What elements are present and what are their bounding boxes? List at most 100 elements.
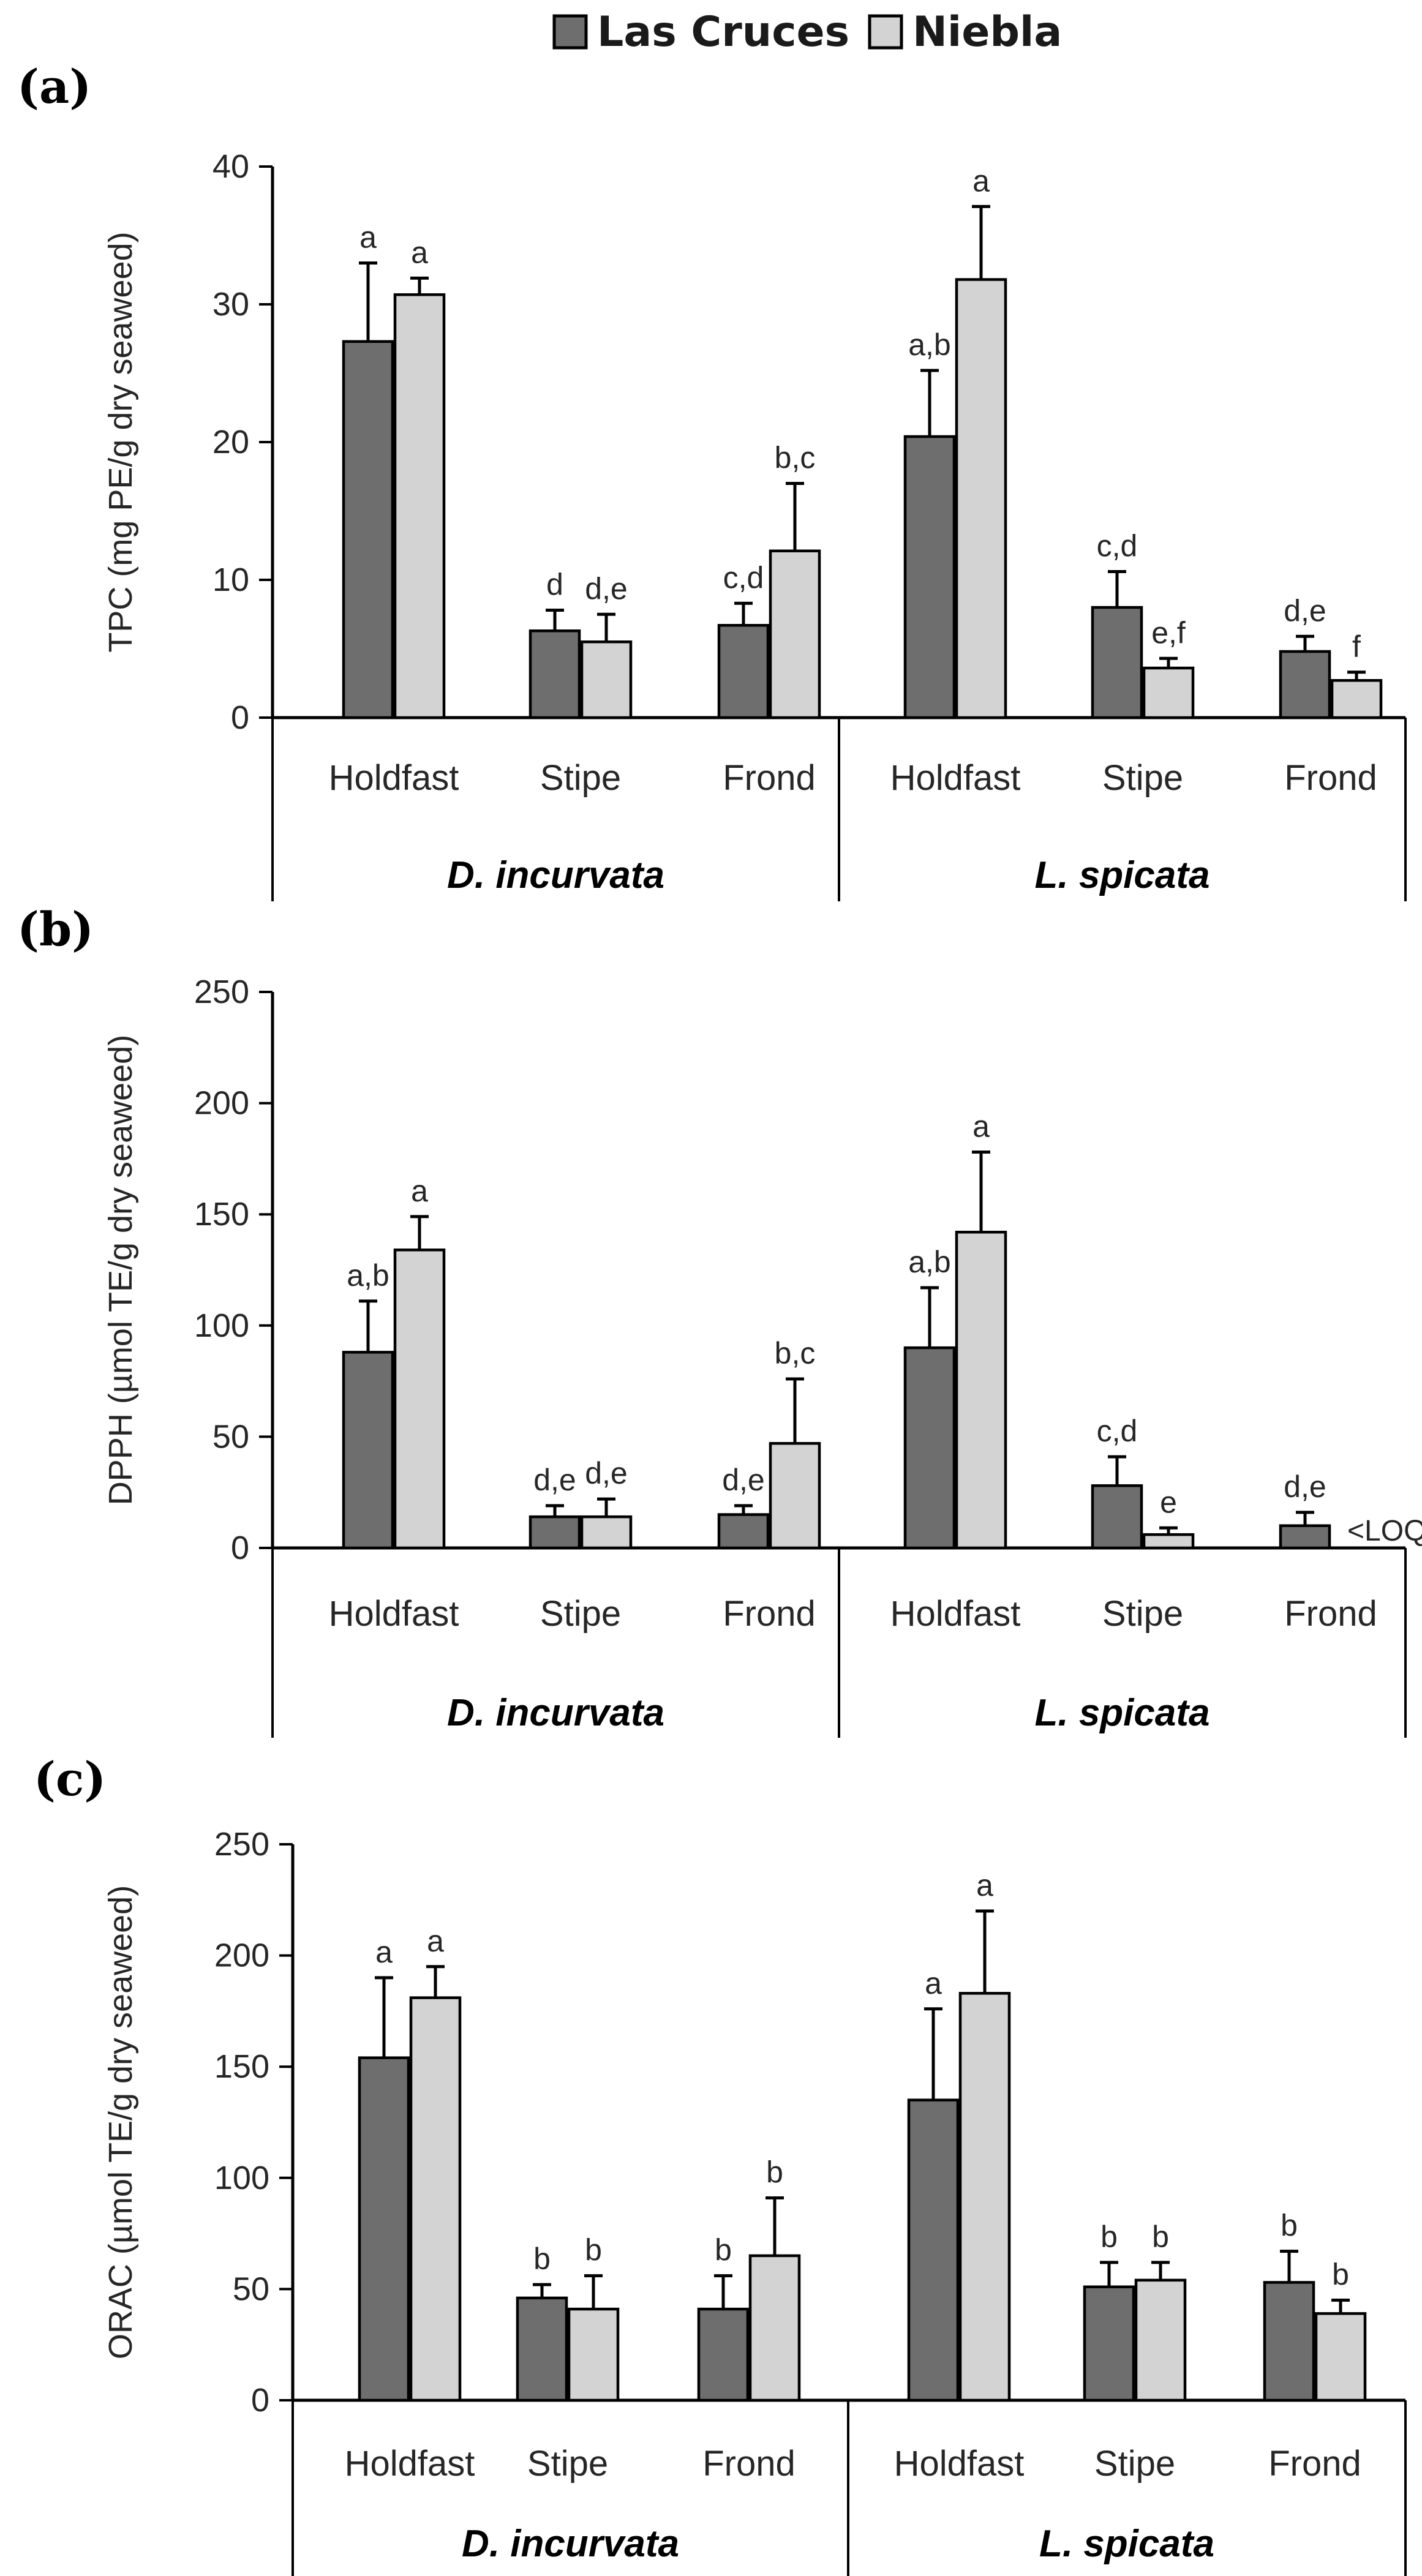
y-tick-label: 200: [214, 1937, 269, 1974]
data-label: e,f: [1151, 615, 1186, 650]
data-label: a: [976, 1868, 993, 1902]
y-axis-title: ORAC (µmol TE/g dry seaweed): [102, 1885, 139, 2359]
data-label: d,e: [585, 571, 628, 606]
bar-las-cruces-2: [717, 1513, 770, 1550]
x-tick-label-frond: Frond: [1284, 1594, 1377, 1634]
data-label: a: [411, 1174, 428, 1208]
x-tick-label-stipe: Stipe: [1094, 2444, 1175, 2484]
x-tick-label-holdfast: Holdfast: [894, 2444, 1025, 2484]
x-tick-label-stipe: Stipe: [540, 758, 621, 798]
data-label: a,b: [908, 1245, 951, 1279]
bar-niebla-1: [567, 2307, 620, 2402]
panel-label: (a): [17, 59, 91, 114]
group-label-0: D. incurvata: [462, 2523, 679, 2565]
data-label: a: [359, 220, 377, 255]
group-label-0: D. incurvata: [447, 854, 664, 896]
y-tick-label: 0: [231, 699, 249, 736]
bar-niebla-0: [393, 1249, 446, 1550]
legend-label-1: Niebla: [912, 8, 1062, 56]
bar-niebla-4: [1142, 1533, 1195, 1550]
bar-las-cruces-0: [342, 1351, 394, 1550]
data-label: a: [972, 163, 990, 198]
x-tick-label-frond: Frond: [702, 2444, 796, 2484]
data-label: a,b: [347, 1258, 389, 1293]
bar-niebla-1: [580, 640, 633, 719]
legend-label-0: Las Cruces: [597, 8, 849, 56]
data-label: a: [375, 1935, 393, 1969]
y-tick-label: 50: [233, 2270, 269, 2307]
data-label: a: [427, 1924, 444, 1958]
legend: Las Cruces Niebla: [552, 8, 1062, 56]
bar-las-cruces-3: [903, 1346, 956, 1550]
bar-niebla-3: [955, 278, 1007, 719]
y-axis-title: DPPH (µmol TE/g dry seaweed): [102, 1035, 139, 1505]
legend-swatch-1: [868, 14, 903, 50]
panel-label: (b): [17, 902, 94, 956]
y-tick-label: 200: [194, 1085, 249, 1122]
data-label: c,d: [723, 560, 764, 595]
bar-las-cruces-4: [1091, 1484, 1143, 1550]
y-tick-label: 250: [214, 1826, 269, 1863]
x-tick-label-holdfast: Holdfast: [345, 2444, 475, 2484]
y-tick-label: 0: [231, 1530, 249, 1566]
group-label-1: L. spicata: [1035, 1692, 1210, 1734]
panel-label: (c): [34, 1752, 106, 1806]
data-label: b,c: [775, 1336, 816, 1370]
panel-2: (c) 0 50 100 150 200 250 ORAC (µmol TE/g dry se…: [34, 1752, 1407, 2576]
x-tick-label-holdfast: Holdfast: [890, 1594, 1021, 1634]
group-label-1: L. spicata: [1039, 2523, 1214, 2565]
legend-swatch-0: [552, 14, 588, 50]
data-label: a: [925, 1966, 942, 2000]
bar-las-cruces-3: [903, 435, 956, 719]
group-label-0: D. incurvata: [447, 1692, 664, 1734]
chart-panels: (a) 0 10 20 30 40 TPC (mg PE/g dry seaweed) Hol…: [17, 59, 1422, 2576]
x-tick-label-stipe: Stipe: [527, 2444, 608, 2484]
data-label: a: [411, 235, 428, 269]
bar-niebla-2: [769, 549, 821, 719]
x-tick-label-stipe: Stipe: [1102, 758, 1183, 798]
data-label: c,d: [1097, 1414, 1138, 1448]
data-label: b: [1332, 2258, 1349, 2292]
data-label: d,e: [585, 1456, 628, 1490]
bar-las-cruces-0: [342, 340, 394, 719]
x-tick-label-holdfast: Holdfast: [890, 758, 1021, 798]
x-tick-label-frond: Frond: [1268, 2444, 1361, 2484]
x-tick-label-frond: Frond: [723, 758, 816, 798]
bar-las-cruces-4: [1091, 606, 1143, 719]
data-label: d,e: [1284, 593, 1326, 628]
data-label: b,c: [775, 441, 816, 475]
bar-las-cruces-3: [907, 2098, 960, 2402]
y-tick-label: 0: [251, 2382, 269, 2419]
bar-las-cruces-0: [358, 2056, 410, 2402]
data-label: d,e: [722, 1463, 765, 1497]
bar-niebla-5: [1330, 679, 1383, 719]
group-label-1: L. spicata: [1035, 854, 1210, 896]
y-tick-label: 100: [214, 2160, 269, 2196]
x-tick-label-frond: Frond: [1284, 758, 1377, 798]
x-tick-label-stipe: Stipe: [1102, 1594, 1183, 1634]
data-label: b: [1152, 2220, 1169, 2254]
x-tick-label-holdfast: Holdfast: [329, 1594, 459, 1634]
data-label: c,d: [1097, 529, 1138, 563]
panel-1: (b) 0 50 100 150 200 250 DPPH (µmol TE/g dry se…: [17, 902, 1422, 1738]
bar-niebla-4: [1134, 2278, 1187, 2402]
x-tick-label-stipe: Stipe: [540, 1594, 621, 1634]
bar-las-cruces-2: [697, 2307, 750, 2402]
bar-niebla-2: [769, 1442, 821, 1550]
y-axis-title: TPC (mg PE/g dry seaweed): [102, 231, 139, 652]
data-label: d: [546, 568, 563, 602]
bar-niebla-1: [580, 1515, 633, 1550]
data-label: a: [972, 1110, 990, 1144]
y-tick-label: 40: [213, 148, 249, 185]
data-label: <LOQ: [1347, 1515, 1422, 1547]
bar-niebla-0: [409, 1996, 462, 2402]
data-label: b: [585, 2233, 602, 2267]
y-tick-label: 150: [194, 1196, 249, 1233]
bar-las-cruces-1: [529, 1515, 581, 1550]
data-label: f: [1352, 629, 1361, 664]
bar-las-cruces-5: [1279, 1524, 1331, 1550]
bar-niebla-3: [955, 1231, 1007, 1550]
y-tick-label: 10: [213, 561, 249, 598]
data-label: b: [533, 2242, 551, 2276]
